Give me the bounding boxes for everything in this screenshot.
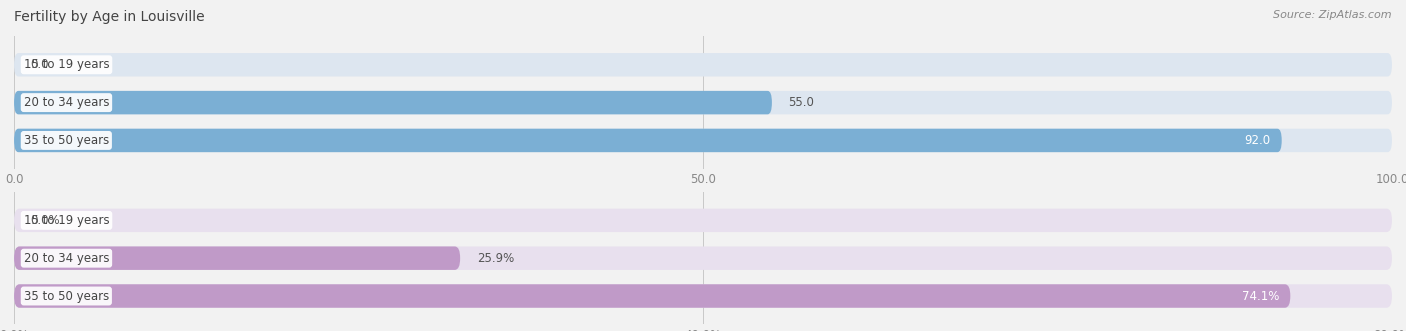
Text: 92.0: 92.0 bbox=[1244, 134, 1271, 147]
FancyBboxPatch shape bbox=[14, 284, 1291, 308]
Text: 74.1%: 74.1% bbox=[1241, 290, 1279, 303]
FancyBboxPatch shape bbox=[14, 247, 1392, 270]
FancyBboxPatch shape bbox=[14, 91, 1392, 114]
Text: 35 to 50 years: 35 to 50 years bbox=[24, 290, 108, 303]
Text: 25.9%: 25.9% bbox=[477, 252, 515, 265]
Text: 0.0: 0.0 bbox=[31, 58, 49, 71]
Text: 15 to 19 years: 15 to 19 years bbox=[24, 214, 110, 227]
FancyBboxPatch shape bbox=[14, 129, 1282, 152]
Text: 55.0: 55.0 bbox=[789, 96, 814, 109]
Text: Fertility by Age in Louisville: Fertility by Age in Louisville bbox=[14, 10, 205, 24]
FancyBboxPatch shape bbox=[14, 53, 1392, 76]
Text: 20 to 34 years: 20 to 34 years bbox=[24, 96, 110, 109]
FancyBboxPatch shape bbox=[14, 91, 772, 114]
Text: Source: ZipAtlas.com: Source: ZipAtlas.com bbox=[1274, 10, 1392, 20]
Text: 20 to 34 years: 20 to 34 years bbox=[24, 252, 110, 265]
Text: 35 to 50 years: 35 to 50 years bbox=[24, 134, 108, 147]
Text: 15 to 19 years: 15 to 19 years bbox=[24, 58, 110, 71]
FancyBboxPatch shape bbox=[14, 284, 1392, 308]
Text: 0.0%: 0.0% bbox=[31, 214, 60, 227]
FancyBboxPatch shape bbox=[14, 129, 1392, 152]
FancyBboxPatch shape bbox=[14, 247, 460, 270]
FancyBboxPatch shape bbox=[14, 209, 1392, 232]
